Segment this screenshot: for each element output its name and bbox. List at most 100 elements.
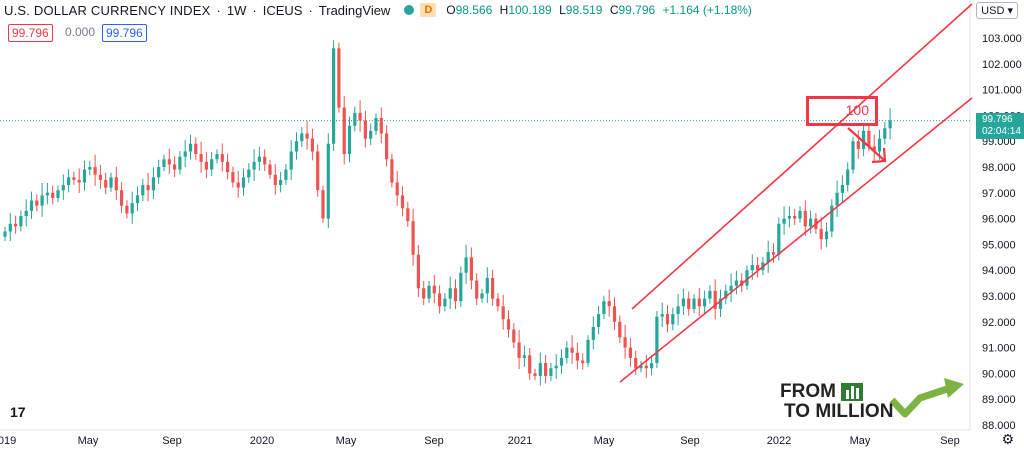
candle-body	[756, 265, 760, 271]
candle-body	[591, 326, 595, 340]
candle-body	[257, 156, 261, 162]
candles-layer	[3, 40, 892, 386]
candle-body	[724, 290, 728, 299]
candle-body	[337, 48, 341, 108]
price-tick-label: 99.000	[982, 136, 1016, 148]
candle-body	[247, 169, 251, 178]
target-annotation-label: 100	[845, 102, 869, 118]
candle-body	[586, 339, 590, 364]
delay-badge[interactable]: D	[420, 3, 437, 17]
candle-body	[14, 223, 18, 227]
gear-icon[interactable]: ⚙	[1001, 431, 1014, 447]
candle-body	[787, 216, 791, 219]
candle-body	[347, 125, 352, 155]
currency-select[interactable]: USD ▾	[976, 2, 1018, 19]
candle-body	[374, 117, 378, 131]
candle-body	[771, 252, 776, 255]
candle-body	[766, 252, 770, 263]
candle-body	[88, 167, 92, 170]
candle-body	[438, 293, 442, 307]
candle-body	[236, 182, 240, 188]
candle-body	[544, 363, 548, 376]
exchange-label: ICEUS	[262, 2, 303, 18]
candle-body	[151, 177, 155, 191]
candle-body	[703, 298, 707, 307]
candle-body	[395, 182, 399, 196]
candle-body	[3, 231, 7, 237]
interval-label[interactable]: 1W	[226, 2, 247, 18]
channel-upper-line	[631, 3, 973, 310]
candle-body	[188, 143, 193, 152]
target-annotation-box[interactable]: 100	[806, 96, 878, 126]
candle-body	[538, 363, 542, 376]
candle-body	[231, 172, 235, 183]
symbol-title[interactable]: U.S. DOLLAR CURRENCY INDEX	[4, 2, 211, 18]
candle-body	[565, 347, 569, 358]
candle-body	[634, 357, 638, 369]
candle-body	[167, 159, 171, 165]
candle-body	[220, 154, 224, 162]
price-tick-label: 91.000	[982, 343, 1016, 355]
candle-body	[141, 185, 145, 196]
candle-body	[644, 365, 648, 369]
candle-body	[120, 190, 124, 206]
candle-body	[98, 174, 102, 180]
open-value: 98.566	[455, 3, 493, 17]
candle-body	[363, 120, 367, 139]
candle-body	[241, 177, 246, 188]
candle-body	[777, 223, 781, 255]
candle-body	[597, 314, 601, 327]
price-tick-label: 96.000	[982, 214, 1016, 226]
candle-body	[178, 156, 182, 170]
candle-body	[226, 161, 230, 173]
candle-body	[443, 298, 447, 307]
candle-body	[528, 355, 532, 374]
tradingview-logo-icon[interactable]: 17	[10, 404, 26, 420]
candle-body	[146, 185, 150, 191]
candle-body	[745, 270, 749, 286]
candle-body	[485, 277, 489, 294]
candle-body	[856, 141, 860, 149]
candle-body	[671, 314, 675, 325]
candle-body	[809, 218, 813, 227]
candle-body	[453, 288, 458, 302]
candle-body	[798, 210, 802, 219]
sell-price-box[interactable]: 99.796	[8, 24, 53, 42]
price-tick-label: 89.000	[982, 394, 1016, 406]
buy-price-box[interactable]: 99.796	[102, 24, 147, 42]
candle-body	[390, 159, 394, 183]
candle-body	[554, 365, 558, 369]
price-tick-label: 90.000	[982, 368, 1016, 380]
candle-body	[750, 265, 754, 271]
candle-body	[432, 285, 436, 294]
candle-body	[824, 231, 829, 240]
candle-body	[427, 285, 431, 299]
candle-body	[575, 352, 579, 361]
bar-countdown: 02:04:14	[982, 126, 1021, 137]
candle-body	[67, 177, 71, 186]
time-tick-label: 2019	[0, 435, 16, 447]
high-value: 100.189	[508, 3, 552, 17]
candle-body	[830, 205, 834, 232]
candle-body	[602, 301, 606, 315]
time-tick-label: May	[594, 435, 615, 447]
time-tick-label: Sep	[424, 435, 444, 447]
price-tick-label: 97.000	[982, 188, 1016, 200]
source-label: TradingView	[318, 2, 391, 18]
candle-body	[114, 177, 118, 191]
candle-body	[607, 301, 611, 307]
candle-body	[130, 203, 134, 214]
candle-body	[294, 141, 299, 152]
price-tick-label: 94.000	[982, 265, 1016, 277]
time-tick-label: 2021	[508, 435, 532, 447]
candle-body	[692, 298, 696, 309]
candle-body	[342, 107, 346, 155]
candle-body	[612, 306, 617, 322]
candle-body	[517, 342, 521, 358]
candle-body	[51, 192, 55, 198]
brand-watermark: FROM TO MILLION	[780, 382, 893, 422]
candle-body	[718, 298, 723, 309]
candle-body	[416, 254, 420, 289]
candle-body	[496, 298, 500, 307]
